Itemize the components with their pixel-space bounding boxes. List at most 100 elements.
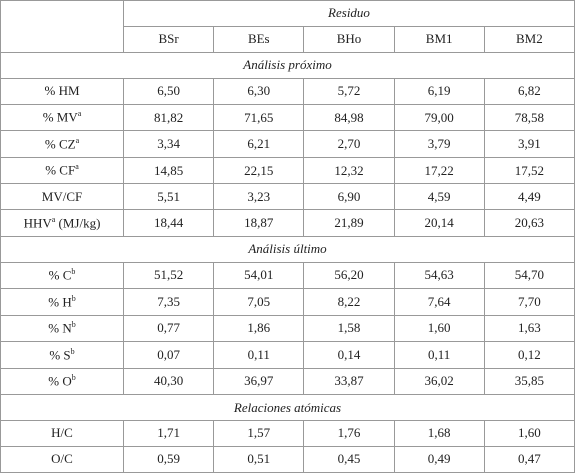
value-cell: 22,15 (213, 156, 305, 185)
value-cell: 12,32 (303, 156, 395, 185)
row-label: % CZ (44, 136, 76, 152)
row-label-cell: % Ob (0, 367, 124, 396)
data-row: MV/CF 5,51 3,23 6,90 4,59 4,49 (0, 183, 576, 211)
value-cell: 2,70 (303, 130, 395, 158)
value-cell: 84,98 (303, 103, 395, 132)
value-cell: 0,07 (122, 341, 215, 369)
data-row: % Nb 0,77 1,86 1,58 1,60 1,63 (0, 314, 576, 343)
value-cell: 51,52 (122, 261, 215, 290)
row-label: % HM (44, 83, 80, 99)
value-cell: 17,22 (393, 156, 485, 185)
header-row: Residuo (0, 0, 575, 53)
row-label-cell: % Cb (0, 261, 124, 290)
row-label-cell: MV/CF (0, 183, 124, 211)
column-header: BM1 (393, 25, 485, 53)
value-cell: 4,49 (483, 183, 576, 211)
value-cell: 54,63 (393, 261, 485, 290)
value-cell: 14,85 (122, 156, 215, 185)
row-label: % O (48, 373, 72, 389)
section-row: Análisis próximo (0, 51, 575, 79)
row-label: % H (48, 294, 72, 310)
value-cell: 40,30 (122, 367, 215, 396)
column-header: BHo (303, 25, 395, 53)
data-row: % Cb 51,52 54,01 56,20 54,63 54,70 (0, 261, 576, 290)
value-cell: 20,14 (393, 209, 485, 237)
value-cell: 56,20 (303, 261, 395, 290)
value-cell: 6,50 (122, 77, 215, 105)
value-cell: 36,97 (213, 367, 305, 396)
value-cell: 6,19 (393, 77, 485, 105)
value-cell: 18,87 (213, 209, 305, 237)
value-cell: 54,70 (483, 261, 576, 290)
value-cell: 3,79 (393, 130, 485, 158)
unit: (MJ/kg) (58, 215, 101, 231)
data-row: % Ob 40,30 36,97 33,87 36,02 35,85 (0, 367, 576, 396)
value-cell: 0,12 (483, 341, 576, 369)
row-label-cell: % MVa (0, 103, 124, 132)
group-header: Residuo (123, 0, 575, 27)
row-label: HHV (23, 215, 52, 231)
superscript: b (71, 267, 76, 277)
value-cell: 17,52 (483, 156, 576, 185)
value-cell: 0,77 (122, 314, 215, 343)
column-header: BSr (122, 25, 215, 53)
value-cell: 3,91 (483, 130, 576, 158)
value-cell: 3,34 (122, 130, 215, 158)
row-label-cell: % Nb (0, 314, 124, 343)
value-cell: 81,82 (122, 103, 215, 132)
value-cell: 1,71 (122, 420, 215, 447)
row-label: H/C (51, 425, 73, 441)
superscript: a (75, 135, 80, 145)
value-cell: 1,57 (213, 420, 305, 447)
value-cell: 7,35 (122, 288, 215, 316)
row-label-cell: % HM (0, 77, 124, 105)
section-row: Relaciones atómicas (0, 394, 575, 421)
row-label: % MV (42, 109, 78, 125)
superscript: b (71, 293, 76, 303)
value-cell: 0,11 (393, 341, 485, 369)
value-cell: 6,90 (303, 183, 395, 211)
value-cell: 0,47 (483, 445, 576, 474)
value-cell: 1,60 (393, 314, 485, 343)
row-label: % CF (45, 162, 76, 178)
value-cell: 5,51 (122, 183, 215, 211)
value-cell: 79,00 (393, 103, 485, 132)
data-row: H/C 1,71 1,57 1,76 1,68 1,60 (0, 420, 576, 447)
value-cell: 6,21 (213, 130, 305, 158)
value-cell: 0,14 (303, 341, 395, 369)
data-row: % HM 6,50 6,30 5,72 6,19 6,82 (0, 77, 576, 105)
value-cell: 7,05 (213, 288, 305, 316)
row-label: % C (48, 267, 72, 283)
value-cell: 36,02 (393, 367, 485, 396)
row-label-cell: % CFa (0, 156, 124, 185)
value-cell: 6,30 (213, 77, 305, 105)
superscript: b (71, 373, 76, 383)
superscript: b (70, 346, 75, 356)
data-row: % MVa 81,82 71,65 84,98 79,00 78,58 (0, 103, 576, 132)
row-label: O/C (51, 451, 73, 467)
row-label: % N (48, 320, 72, 336)
value-cell: 71,65 (213, 103, 305, 132)
value-cell: 18,44 (122, 209, 215, 237)
row-label: MV/CF (41, 188, 83, 204)
value-cell: 20,63 (483, 209, 576, 237)
row-label-cell: O/C (0, 445, 124, 474)
value-cell: 0,59 (122, 445, 215, 474)
section-title: Análisis último (0, 235, 575, 263)
value-cell: 6,82 (483, 77, 576, 105)
value-cell: 1,63 (483, 314, 576, 343)
value-cell: 0,45 (303, 445, 395, 474)
value-cell: 4,59 (393, 183, 485, 211)
section-row: Análisis último (0, 235, 575, 263)
column-header: BEs (213, 25, 305, 53)
corner-cell (0, 0, 124, 53)
value-cell: 1,76 (303, 420, 395, 447)
data-row: HHVa (MJ/kg) 18,44 18,87 21,89 20,14 20,63 (0, 209, 576, 237)
value-cell: 0,11 (213, 341, 305, 369)
value-cell: 21,89 (303, 209, 395, 237)
value-cell: 5,72 (303, 77, 395, 105)
data-row: % CZa 3,34 6,21 2,70 3,79 3,91 (0, 130, 576, 158)
